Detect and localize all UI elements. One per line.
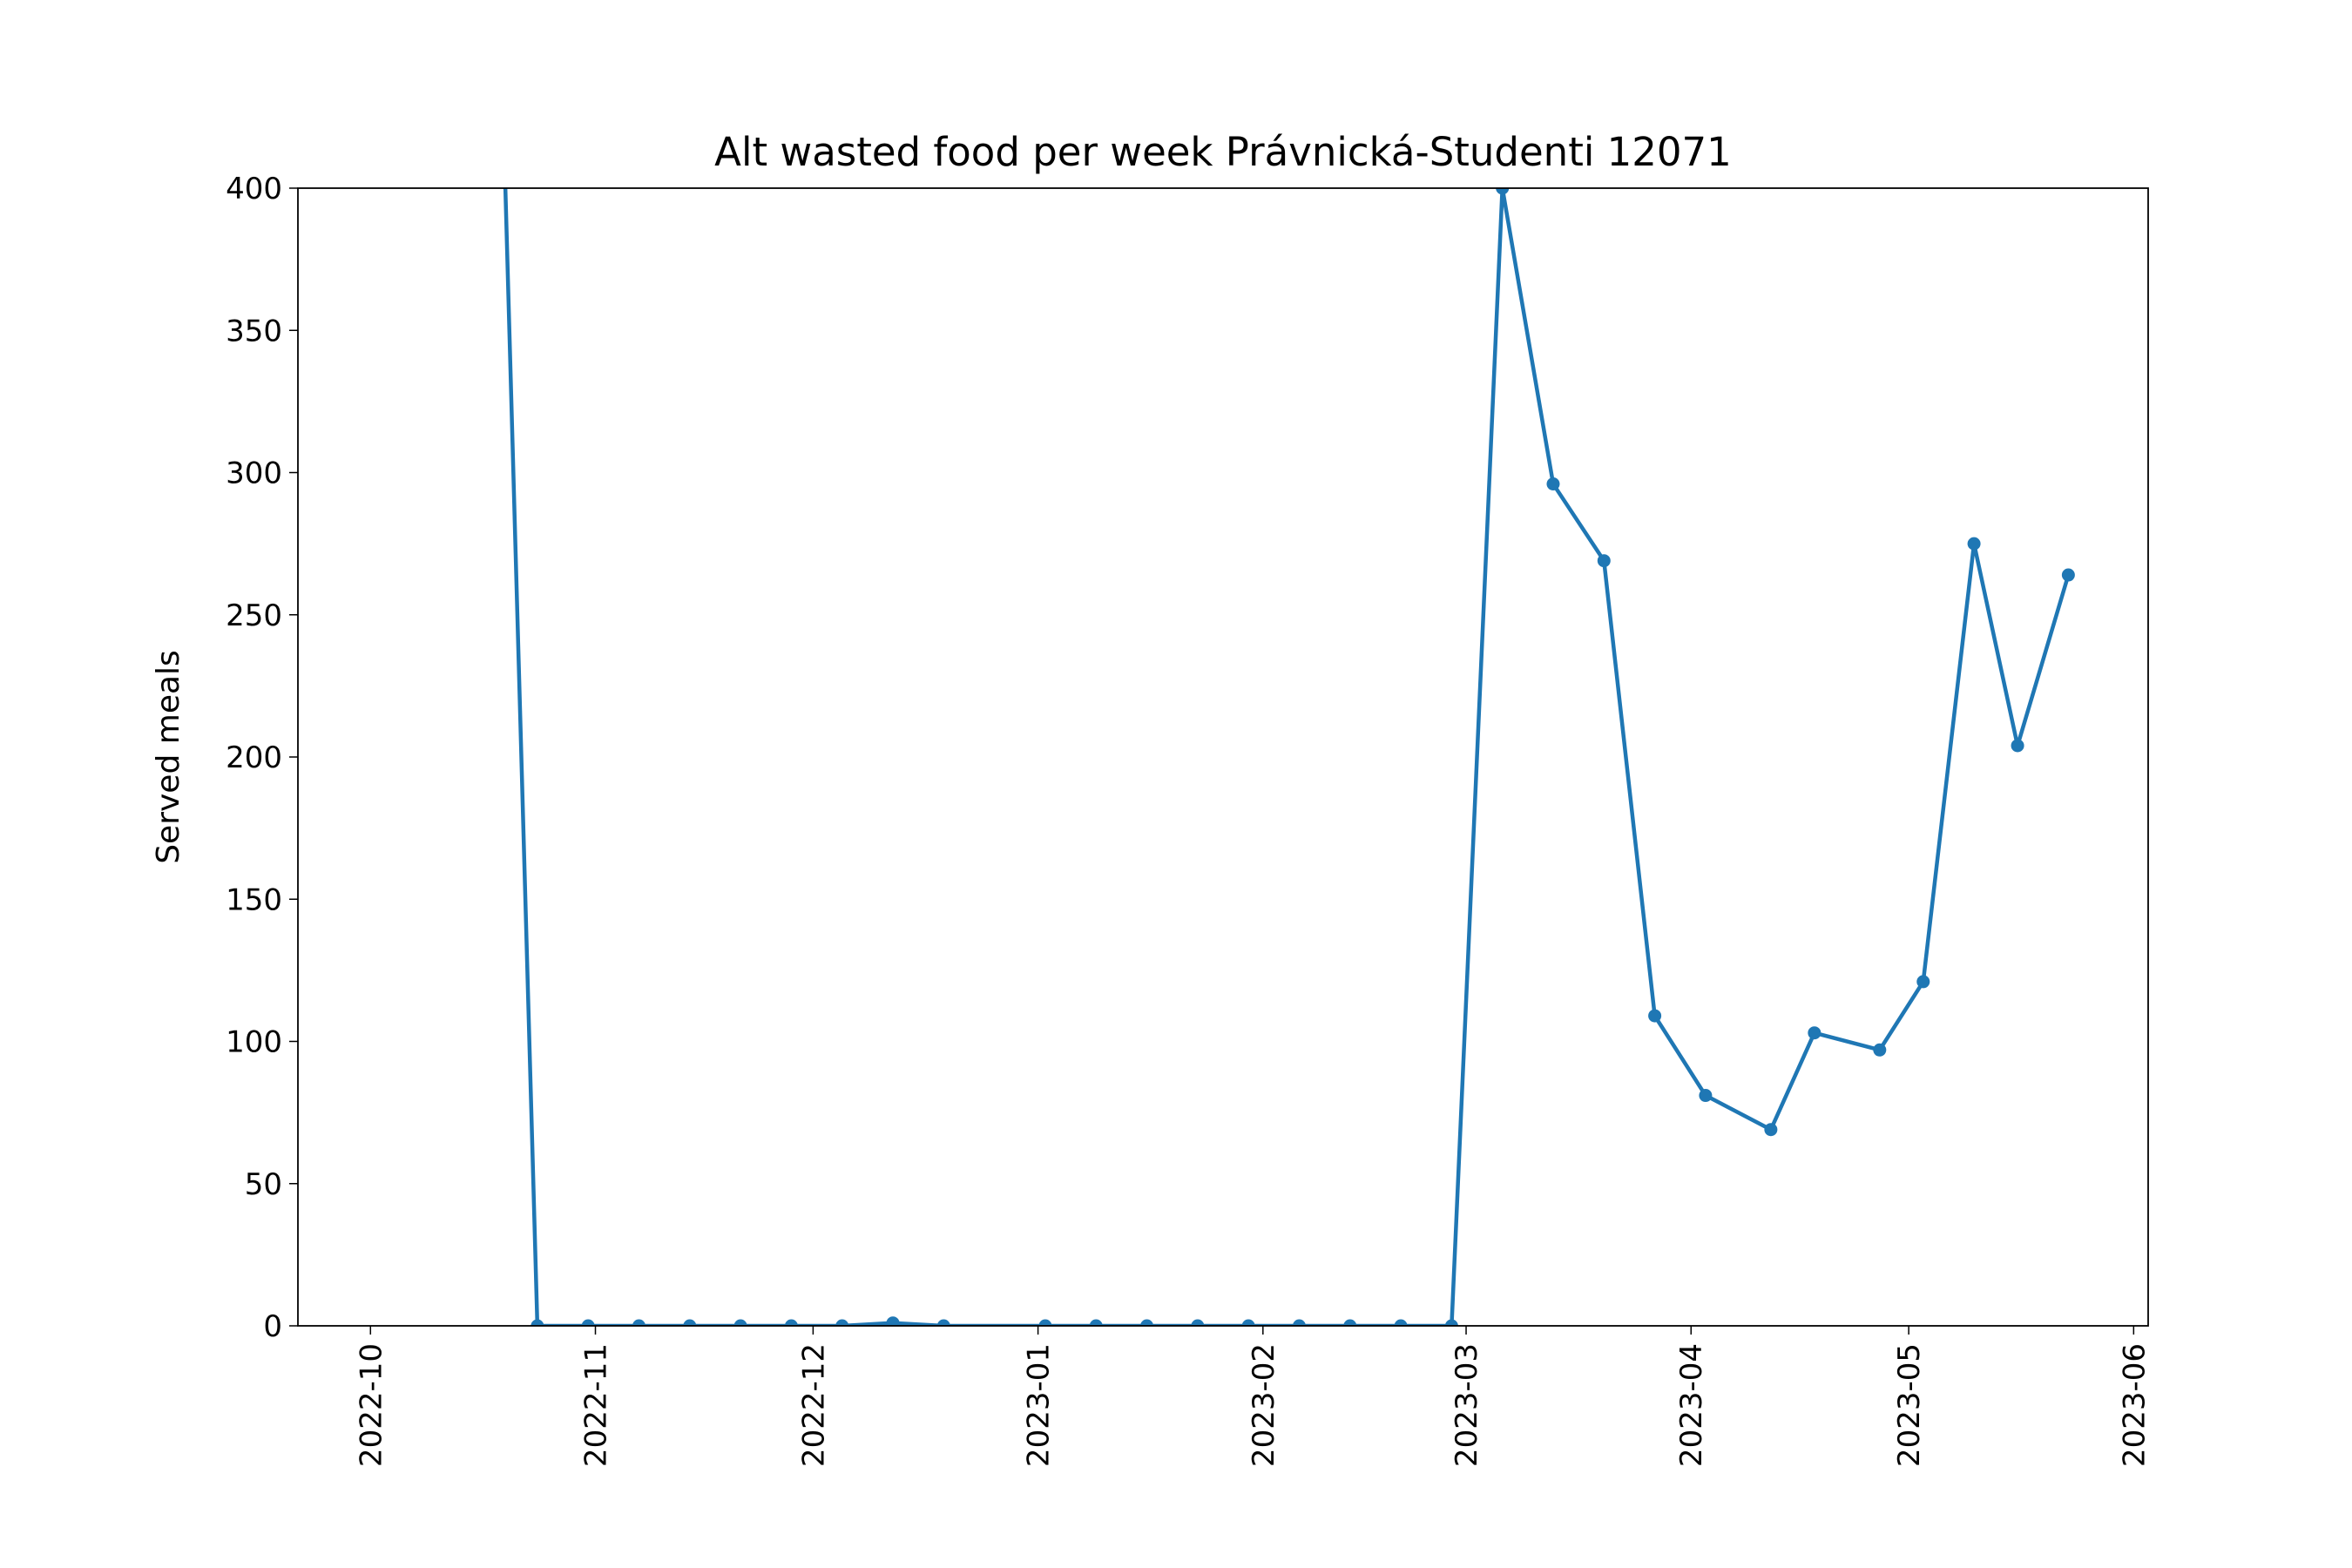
y-tick-label: 250 [226, 598, 282, 633]
data-point [1089, 1319, 1103, 1326]
data-point [784, 1319, 798, 1326]
x-tick-label: 2023-05 [1892, 1343, 1927, 1467]
y-tick-label: 300 [226, 456, 282, 491]
data-point [1967, 537, 1981, 551]
data-point [1444, 1319, 1458, 1326]
data-point [1699, 1089, 1713, 1103]
data-point [1038, 1319, 1052, 1326]
data-point [1597, 554, 1611, 568]
x-tick-label: 2023-02 [1247, 1343, 1281, 1467]
data-point [2011, 739, 2024, 753]
data-point [1648, 1009, 1662, 1023]
x-tick-label: 2023-06 [2117, 1343, 2152, 1467]
data-line [503, 188, 2071, 1326]
data-point [1496, 188, 1510, 195]
data-point [1546, 477, 1560, 491]
x-tick-label: 2022-12 [796, 1343, 831, 1467]
y-tick-label: 100 [226, 1025, 282, 1060]
y-tick-label: 400 [226, 172, 282, 206]
y-axis-label: Served meals [151, 650, 186, 864]
data-point [683, 1319, 697, 1326]
data-point [1292, 1319, 1306, 1326]
data-point [936, 1319, 950, 1326]
x-tick-label: 2023-01 [1022, 1343, 1057, 1467]
x-tick-label: 2023-03 [1450, 1343, 1484, 1467]
data-point [632, 1319, 645, 1326]
data-point [1916, 975, 1930, 989]
data-point [1343, 1319, 1357, 1326]
x-tick-label: 2023-04 [1674, 1343, 1709, 1467]
y-tick-label: 150 [226, 882, 282, 917]
plot-area [503, 188, 2075, 1326]
data-point [1764, 1123, 1778, 1137]
axes-frame [297, 187, 2149, 1327]
y-tick-label: 0 [263, 1309, 282, 1344]
data-point [531, 1319, 544, 1326]
x-tick-label: 2022-11 [579, 1343, 614, 1467]
data-point [1873, 1043, 1887, 1057]
chart-title: Alt wasted food per week Právnická-Stude… [714, 129, 1732, 175]
data-point [1140, 1319, 1154, 1326]
data-point [581, 1319, 595, 1326]
data-point [1808, 1026, 1821, 1040]
y-tick-label: 350 [226, 314, 282, 348]
data-point [1191, 1319, 1205, 1326]
data-point [1241, 1319, 1255, 1326]
data-point [886, 1316, 900, 1326]
x-tick-label: 2022-10 [354, 1343, 389, 1467]
y-tick-label: 50 [245, 1167, 282, 1202]
data-point [1394, 1319, 1408, 1326]
data-point [733, 1319, 747, 1326]
y-tick-label: 200 [226, 740, 282, 775]
data-point [2061, 568, 2075, 582]
data-point [835, 1319, 849, 1326]
